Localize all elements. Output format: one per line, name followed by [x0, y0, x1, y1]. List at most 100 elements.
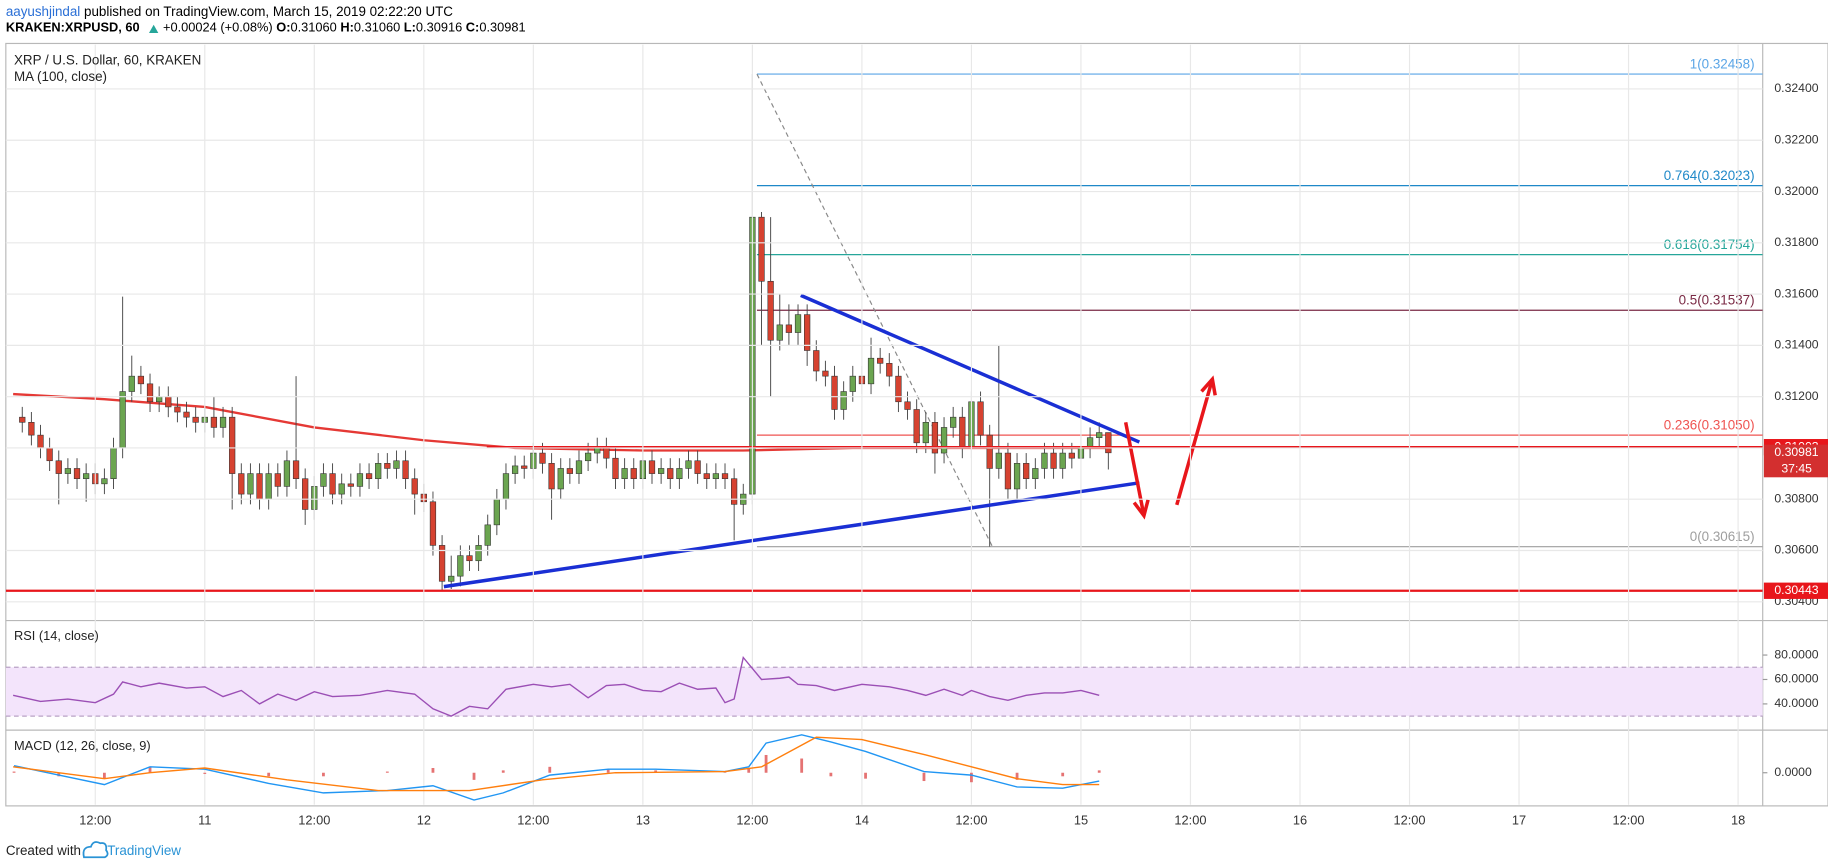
macd-histogram	[203, 772, 207, 774]
candle-body	[229, 416, 236, 474]
header-line-2: KRAKEN:XRPUSD, 60 +0.00024 (+0.08%) O:0.3…	[6, 20, 526, 35]
macd-tick-label: 0.0000	[1774, 765, 1812, 779]
candle-body	[630, 468, 637, 480]
candle-body	[986, 434, 993, 469]
candle-body	[384, 463, 391, 469]
rsi-tick-label: 40.0000	[1774, 696, 1818, 710]
candle-body	[320, 473, 327, 487]
c-label: C:	[466, 20, 480, 35]
candle-body	[1068, 452, 1075, 459]
author[interactable]: aayushjindal	[6, 4, 80, 19]
macd-histogram	[800, 758, 804, 773]
change: +0.00024 (+0.08%)	[163, 20, 273, 35]
price-tag	[1763, 582, 1828, 599]
candle-body	[694, 460, 701, 474]
fib-label: 1(0.32458)	[1690, 56, 1755, 71]
main-pane: 1(0.32458) 0.764(0.32023) 0.618(0.31754) 0.…	[5, 56, 1763, 592]
candle-body	[46, 447, 53, 462]
candle-body	[566, 468, 573, 474]
fib-label: 0(0.30615)	[1690, 529, 1755, 544]
macd-line	[13, 734, 1100, 801]
x-tick-label: 13	[636, 812, 650, 827]
macd-histogram	[472, 772, 476, 780]
candle-body	[721, 473, 729, 480]
candle-body	[950, 416, 957, 428]
candle-body	[931, 422, 939, 454]
footer-created: Created with	[6, 843, 81, 858]
y-tick-label: 0.31200	[1774, 389, 1818, 403]
x-tick-label: 18	[1731, 812, 1745, 827]
candle-body	[1105, 432, 1112, 454]
candle-body	[19, 416, 26, 423]
candle-body	[539, 452, 546, 464]
arrow	[1123, 421, 1146, 516]
x-tick-label: 12:00	[298, 812, 330, 827]
candle-body	[110, 447, 117, 480]
candle-body	[165, 396, 172, 408]
macd-histogram	[148, 766, 152, 773]
y-tick-label: 0.31800	[1774, 235, 1818, 249]
x-tick-label: 12:00	[1174, 812, 1206, 827]
candle-body	[904, 401, 911, 410]
x-tick-label: 12:00	[517, 812, 549, 827]
l-label: L:	[404, 20, 416, 35]
candle-body	[28, 422, 35, 436]
candle-body	[247, 473, 254, 495]
candle-body	[375, 463, 382, 480]
fib-diagonal	[756, 73, 993, 547]
candle-body	[356, 473, 364, 487]
candle-body	[977, 401, 984, 436]
candle-body	[758, 216, 765, 282]
fib-label: 0.618(0.31754)	[1664, 237, 1755, 252]
candle-body	[1013, 463, 1021, 490]
rsi-tick-label: 80.0000	[1774, 647, 1818, 661]
macd-histogram	[922, 772, 926, 782]
candle-body	[612, 457, 619, 480]
x-tick-label: 12	[417, 812, 431, 827]
candle-body	[995, 452, 1002, 469]
candle-body	[438, 545, 446, 582]
x-tick-label: 17	[1512, 812, 1526, 827]
candle-body	[849, 375, 856, 392]
candle-body	[712, 473, 720, 480]
macd-histogram	[548, 766, 552, 773]
candle-body	[685, 460, 692, 469]
candle-body	[831, 375, 838, 410]
rsi-legend: RSI (14, close)	[14, 628, 99, 643]
x-tick-label: 12:00	[1613, 812, 1645, 827]
y-tick-label: 0.30800	[1774, 491, 1818, 505]
macd-histogram	[431, 768, 435, 773]
candle-body	[448, 575, 455, 582]
candle-body	[511, 465, 519, 474]
candle-body	[238, 473, 245, 495]
candle-body	[575, 460, 583, 474]
candle-body	[1059, 452, 1066, 469]
macd-histogram	[1061, 772, 1065, 777]
macd-histogram	[829, 772, 833, 777]
candle-body	[393, 460, 400, 469]
candle-body	[584, 452, 592, 462]
y-tick-label: 0.32200	[1774, 132, 1818, 146]
candle-body	[283, 460, 291, 487]
candle-body	[676, 468, 683, 480]
candle-body	[1032, 468, 1039, 480]
signal-line	[13, 736, 1100, 792]
candle-body	[877, 357, 884, 364]
candle-body	[137, 375, 145, 385]
candle-body	[64, 468, 72, 474]
macd-histogram	[1015, 772, 1019, 780]
candle-body	[648, 460, 656, 474]
candle-body	[548, 463, 555, 490]
footer-brand[interactable]: TradingView	[107, 843, 181, 858]
macd-histogram	[606, 769, 610, 773]
macd-histogram	[654, 770, 658, 773]
candle-body	[1096, 432, 1103, 438]
candle-body	[156, 396, 163, 403]
macd-histogram	[723, 772, 727, 773]
candle-body	[658, 468, 665, 474]
x-tick-label: 11	[198, 812, 211, 827]
candle-body	[1004, 452, 1012, 490]
rsi-tick-label: 60.0000	[1774, 672, 1818, 686]
candle-body	[959, 416, 966, 449]
